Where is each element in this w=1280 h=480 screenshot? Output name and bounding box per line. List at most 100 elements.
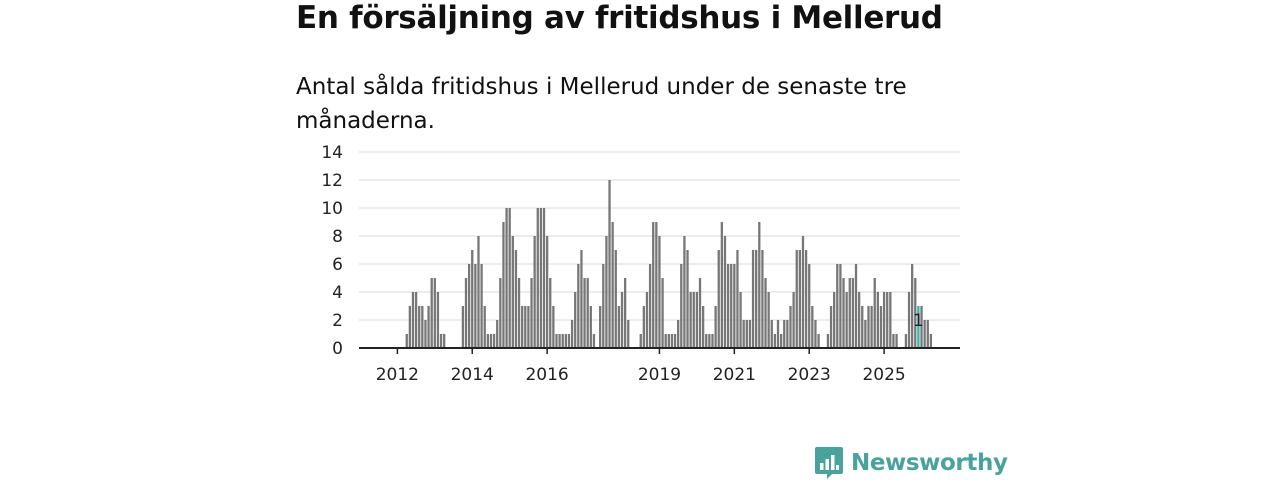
bar — [574, 292, 577, 348]
bar — [745, 320, 748, 348]
bar — [599, 306, 602, 348]
bar — [789, 306, 792, 348]
bar — [886, 292, 889, 348]
bar — [698, 278, 702, 348]
bar — [867, 306, 870, 348]
bar — [683, 236, 686, 348]
bar — [795, 250, 798, 348]
bar — [783, 320, 786, 348]
bar — [764, 278, 767, 348]
bar — [443, 334, 446, 348]
bar — [720, 222, 723, 348]
bar — [427, 306, 430, 348]
bar — [492, 334, 496, 348]
bar — [845, 292, 848, 348]
bar — [854, 264, 858, 348]
bar — [464, 278, 468, 348]
bar — [686, 250, 689, 348]
bar-chart-speech-bubble-icon — [815, 447, 843, 479]
bar — [408, 306, 411, 348]
bar — [873, 278, 876, 348]
bar — [857, 292, 861, 348]
bar — [542, 208, 546, 348]
bar — [414, 292, 418, 348]
bar — [514, 250, 518, 348]
bar — [661, 278, 664, 348]
x-tick-label: 2012 — [376, 365, 419, 385]
bar — [776, 320, 780, 348]
bar — [592, 334, 596, 348]
bar — [496, 320, 499, 348]
bar — [517, 278, 521, 348]
bar — [911, 264, 914, 348]
bar — [589, 306, 592, 348]
bar — [814, 320, 817, 348]
bar — [739, 292, 742, 348]
bar — [471, 250, 474, 348]
bar — [508, 208, 511, 348]
x-tick-label: 2019 — [638, 365, 681, 385]
x-tick-label: 2016 — [525, 365, 568, 385]
bar — [521, 306, 524, 348]
bar — [811, 306, 814, 348]
bar — [804, 250, 808, 348]
y-tick-label: 8 — [332, 227, 343, 247]
bar — [645, 292, 649, 348]
bar — [533, 236, 536, 348]
bar — [639, 334, 642, 348]
bar — [889, 292, 892, 348]
bar — [577, 264, 580, 348]
bar — [602, 264, 605, 348]
bar — [652, 222, 655, 348]
bar — [664, 334, 667, 348]
bar — [411, 292, 415, 348]
bar — [558, 334, 561, 348]
bar — [617, 306, 621, 348]
bar — [692, 292, 695, 348]
y-tick-label: 10 — [321, 199, 343, 219]
bar — [708, 334, 711, 348]
bar — [655, 222, 658, 348]
bar — [608, 180, 611, 348]
bar — [773, 334, 777, 348]
bar — [904, 334, 908, 348]
bar — [701, 306, 705, 348]
y-tick-label: 2 — [332, 311, 343, 331]
bars — [405, 180, 933, 348]
bar — [536, 208, 539, 348]
chart-title: En försäljning av fritidshus i Mellerud — [296, 0, 943, 36]
highlight-bar — [917, 306, 920, 348]
y-axis-ticks: 0 2 4 6 8 10 12 14 — [321, 143, 343, 359]
bar — [758, 222, 761, 348]
bar — [842, 278, 845, 348]
bar — [726, 264, 730, 348]
bar — [439, 334, 443, 348]
bar — [870, 306, 873, 348]
bar — [923, 320, 926, 348]
bar — [861, 306, 864, 348]
brand-name: Newsworthy — [851, 450, 1008, 476]
bar — [817, 334, 820, 348]
bar — [711, 334, 714, 348]
bar — [761, 250, 764, 348]
bar — [926, 320, 929, 348]
bar — [851, 278, 855, 348]
bar — [836, 264, 839, 348]
x-axis-ticks: 2012 2014 2016 2019 2021 2023 2025 — [376, 348, 906, 385]
bar — [627, 320, 630, 348]
bar — [920, 306, 923, 348]
bar — [742, 320, 745, 348]
bar — [695, 292, 699, 348]
bar — [848, 278, 851, 348]
bar — [433, 278, 436, 348]
bar — [555, 334, 558, 348]
x-tick-label: 2021 — [713, 365, 756, 385]
y-tick-label: 4 — [332, 283, 343, 303]
bar — [461, 306, 465, 348]
chart-subtitle: Antal sålda fritidshus i Mellerud under … — [296, 74, 907, 134]
bar — [430, 278, 433, 348]
bar — [770, 320, 773, 348]
bar — [717, 250, 720, 348]
bar — [570, 320, 574, 348]
bar — [605, 236, 608, 348]
